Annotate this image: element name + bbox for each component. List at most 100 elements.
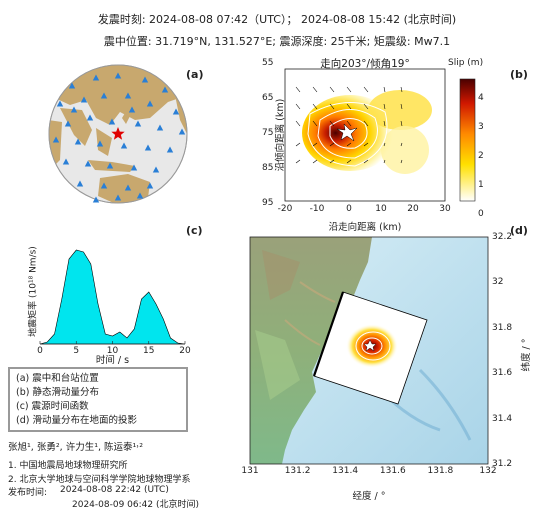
panel-b-x-ticks: -20 -10 0 10 20 30 — [278, 204, 451, 216]
affiliation-2: 2. 北京大学地球与空间科学学院地球物理学系 — [8, 475, 191, 485]
station-triangle — [124, 92, 132, 99]
authors: 张旭¹, 张勇², 许力生¹, 陈运泰¹˒² — [8, 442, 144, 453]
station-triangle — [96, 140, 104, 147]
tick-label: 31.8 — [492, 322, 513, 333]
station-triangle — [128, 106, 136, 113]
slip-vector — [363, 120, 369, 127]
station-triangle — [68, 82, 76, 89]
legend-item: (c) 震源时间函数 — [16, 401, 89, 412]
station-triangle — [92, 74, 100, 81]
slip-vector — [312, 142, 318, 147]
slip-vector — [400, 120, 403, 127]
station-triangle — [76, 180, 84, 187]
slip-vector — [383, 142, 386, 147]
station-triangle — [136, 192, 144, 199]
station-triangle — [80, 96, 88, 103]
panel-d-label: (d) — [510, 224, 528, 237]
slip-vector — [400, 142, 403, 147]
slip-vector — [363, 159, 369, 164]
panel-b-title: 走向203°/倾角19° — [320, 58, 410, 70]
tick-label: -20 — [277, 204, 293, 214]
slip-vector — [312, 120, 318, 127]
tick-label: 20 — [407, 204, 419, 214]
tick-label: 65 — [262, 93, 274, 103]
slip-vector — [295, 159, 301, 164]
station-triangle — [62, 158, 70, 165]
panel-c-label: (c) — [186, 224, 203, 237]
tick-label: 131.2 — [284, 466, 311, 476]
slip-vector — [383, 120, 386, 127]
tick-label: 20 — [179, 346, 191, 356]
colorbar-title: Slip (m) — [448, 58, 484, 68]
tick-label: -10 — [309, 204, 325, 214]
tick-label: 32 — [492, 277, 504, 288]
station-triangle — [161, 86, 169, 93]
slip-vector — [400, 86, 403, 93]
slip-vector — [383, 86, 386, 93]
stf-curve — [39, 249, 186, 345]
tick-label: 31.4 — [492, 413, 513, 424]
slip-vector — [295, 142, 301, 147]
tick-label: 132 — [479, 466, 497, 476]
slip-vector — [329, 103, 335, 110]
legend-item: (d) 滑动量分布在地面的投影 — [16, 415, 137, 426]
station-triangle — [172, 108, 180, 115]
tick-label: 0 — [346, 204, 352, 214]
tick-label: 30 — [439, 204, 451, 214]
tick-label: 5 — [73, 346, 80, 356]
tick-label: 31.6 — [492, 368, 513, 379]
slip-vector — [363, 86, 369, 93]
tick-label: 0 — [37, 346, 43, 356]
projected-epicenter-star — [363, 339, 377, 352]
slip-vector — [363, 103, 369, 110]
tick-label: 131.6 — [379, 466, 406, 476]
panel-legend: (a) 震中和台站位置 (b) 静态滑动量分布 (c) 震源时间函数 (d) 滑… — [8, 367, 188, 432]
tick-label: 85 — [262, 163, 274, 173]
tick-label: 10 — [375, 204, 387, 214]
slip-vector — [346, 159, 352, 164]
panel-d-x-ticks: 131 131.2 131.4 131.6 131.8 132 — [241, 466, 496, 478]
station-triangle — [120, 142, 128, 149]
station-triangle — [56, 100, 64, 107]
tick-label: 15 — [143, 346, 155, 356]
colorbar-tick: 3 — [478, 122, 484, 132]
station-triangle — [114, 194, 122, 201]
slip-vector — [383, 103, 386, 110]
origin-time-line: 发震时刻: 2024-08-08 07:42（UTC）； 2024-08-08 … — [97, 13, 457, 26]
station-triangle — [156, 124, 164, 131]
panel-d-ylabel: 纬度 / ° — [521, 338, 532, 372]
station-triangle — [52, 136, 60, 143]
station-triangle — [166, 146, 174, 153]
tick-label: 10 — [106, 346, 119, 356]
legend-item: (b) 静态滑动量分布 — [16, 387, 99, 398]
station-triangle — [114, 72, 122, 79]
tick-label: 32.2 — [492, 232, 513, 242]
tick-label: 95 — [262, 198, 274, 208]
slip-vector — [329, 142, 335, 147]
epicenter-line: 震中位置: 31.719°N, 131.527°E; 震源深度: 25千米; 矩… — [103, 35, 451, 48]
panel-d-y-ticks: 32.2 32 31.8 31.6 31.4 31.2 — [492, 232, 522, 469]
panel-b-xlabel: 沿走向距离 (km) — [328, 222, 402, 233]
tick-label: 131 — [241, 466, 259, 476]
tick-label: 131.4 — [332, 466, 359, 476]
slip-colorbar — [459, 78, 476, 202]
station-triangle — [74, 138, 82, 145]
panel-c-xlabel: 时间 / s — [95, 355, 130, 366]
slip-vector — [329, 159, 335, 164]
slip-vector — [312, 86, 318, 93]
slip-vector — [312, 159, 318, 164]
slip-vector — [295, 120, 301, 127]
station-triangle — [152, 166, 160, 173]
slip-vector — [312, 103, 318, 110]
panel-b-label: (b) — [510, 68, 528, 81]
station-triangle — [100, 92, 108, 99]
colorbar-tick-labels: 4 3 2 1 0 — [478, 84, 484, 229]
colorbar-tick: 0 — [478, 209, 484, 219]
slip-vector — [400, 159, 403, 164]
panel-c-x-ticks: 0 5 10 15 20 — [37, 346, 191, 358]
station-triangle — [108, 118, 116, 125]
